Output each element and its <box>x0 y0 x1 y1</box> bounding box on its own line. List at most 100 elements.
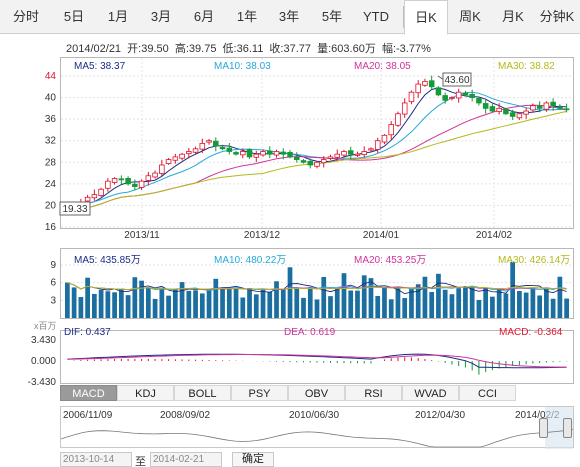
indicator-tab-bar: MACD KDJ BOLL PSY OBV RSI WVAD CCI <box>60 385 574 401</box>
candle-body <box>401 102 408 115</box>
range-separator: 至 <box>135 456 146 467</box>
price-x-tick: 2014/01 <box>363 230 400 241</box>
candle-body <box>165 159 172 164</box>
volume-bar <box>294 288 300 318</box>
navigator-left-handle[interactable] <box>539 418 548 438</box>
volume-bar <box>78 297 84 318</box>
tab-daily-k[interactable]: 日K <box>404 0 448 35</box>
candle-body <box>374 140 381 150</box>
tab-1month[interactable]: 1月 <box>107 9 129 24</box>
candle-body <box>442 95 448 101</box>
dif-label: DIF: 0.437 <box>64 327 111 338</box>
confirm-button[interactable]: 确定 <box>232 452 274 467</box>
volume-bar <box>91 293 97 318</box>
candle-body <box>91 194 98 199</box>
volume-bar <box>503 293 509 318</box>
volume-bar <box>402 298 408 318</box>
volume-y-tick: 3 <box>50 295 56 306</box>
candle-body <box>186 151 192 155</box>
tab-3month[interactable]: 3月 <box>150 9 172 24</box>
indicator-tab-psy[interactable]: PSY <box>231 385 288 401</box>
candle-body <box>84 196 91 202</box>
price-x-tick: 2013/12 <box>244 230 281 241</box>
candle-body <box>125 178 131 185</box>
navigator-right-handle[interactable] <box>563 418 572 438</box>
candle-body <box>219 146 226 150</box>
volume-bar <box>179 282 185 318</box>
macd-histogram <box>73 357 568 375</box>
candle-body <box>253 153 260 158</box>
candle-body <box>334 153 341 158</box>
tab-5day[interactable]: 5日 <box>63 9 85 24</box>
volume-bar <box>287 267 293 318</box>
indicator-tab-macd[interactable]: MACD <box>60 385 117 401</box>
volume-bar <box>557 276 563 318</box>
candle-body <box>415 83 421 94</box>
nav-date-1: 2006/11/09 <box>63 410 113 421</box>
candle-body <box>536 105 543 109</box>
tab-weekly-k[interactable]: 周K <box>459 9 481 24</box>
candle-body <box>267 150 273 155</box>
candle-body <box>395 113 401 126</box>
indicator-tab-wvad[interactable]: WVAD <box>402 385 459 401</box>
volume-bar <box>112 292 117 318</box>
indicator-tab-kdj[interactable]: KDJ <box>117 385 174 401</box>
candle-body <box>381 134 388 143</box>
tab-minute-k[interactable]: 分钟K <box>539 9 575 24</box>
volume-bar <box>490 296 495 318</box>
macd-lines <box>67 353 567 369</box>
tab-monthly-k[interactable]: 月K <box>502 9 524 24</box>
macd-y-tick: 0.000 <box>31 356 56 367</box>
tab-intraday[interactable]: 分时 <box>12 9 39 24</box>
volume-bar <box>422 276 428 318</box>
candle-body <box>226 147 233 152</box>
indicator-tab-obv[interactable]: OBV <box>288 385 345 401</box>
volume-bar <box>307 287 313 318</box>
tab-6month[interactable]: 6月 <box>193 9 215 24</box>
indicator-tab-cci[interactable]: CCI <box>459 385 516 401</box>
start-date-input[interactable]: 2013-10-14 <box>60 452 132 467</box>
tab-1year[interactable]: 1年 <box>236 9 258 24</box>
candle-body <box>388 124 394 136</box>
candle-body <box>469 93 475 98</box>
tab-3year[interactable]: 3年 <box>278 9 300 24</box>
volume-bar <box>240 297 246 318</box>
candle-body <box>233 152 239 155</box>
volume-bar <box>564 298 569 318</box>
volume-bar <box>328 296 333 318</box>
price-y-tick: 24 <box>45 179 57 190</box>
volume-bar <box>159 287 165 318</box>
price-y-tick: 40 <box>45 93 57 104</box>
macd-y-axis: 3.430 0.000 -3.430 <box>28 335 57 385</box>
candle-body <box>240 151 246 156</box>
volume-bar <box>132 277 138 318</box>
vol-ma20-label: MA20: 453.25万 <box>354 255 427 266</box>
indicator-tab-rsi[interactable]: RSI <box>345 385 402 401</box>
volume-bar <box>388 299 394 318</box>
indicator-tab-boll[interactable]: BOLL <box>174 385 231 401</box>
candle-body <box>159 164 165 174</box>
candle-body <box>368 148 374 151</box>
volume-bar <box>233 287 239 318</box>
volume-bar <box>415 284 421 318</box>
navigator-sparkline <box>61 407 574 449</box>
end-date-input[interactable]: 2014-02-21 <box>150 452 222 467</box>
volume-bar <box>456 288 462 318</box>
volume-bar <box>213 278 219 318</box>
candle-body <box>300 160 307 163</box>
range-navigator[interactable]: 2006/11/09 2008/09/02 2010/06/30 2012/04… <box>60 406 574 449</box>
tab-5year[interactable]: 5年 <box>321 9 343 24</box>
tab-ytd[interactable]: YTD <box>363 9 389 24</box>
candle-body <box>199 143 206 150</box>
nav-date-4: 2012/04/30 <box>415 410 466 421</box>
volume-bar <box>341 273 347 318</box>
volume-ma-legend: MA5: 435.85万 MA10: 480.22万 MA20: 453.25万… <box>74 251 574 266</box>
ma10-label: MA10: 38.03 <box>214 61 271 72</box>
volume-bar <box>118 289 124 318</box>
candle-body <box>132 183 138 187</box>
candle-body <box>422 80 428 86</box>
price-x-tick: 2013/11 <box>124 230 160 241</box>
volume-bar <box>85 277 90 318</box>
volume-y-tick: 6 <box>50 278 56 289</box>
